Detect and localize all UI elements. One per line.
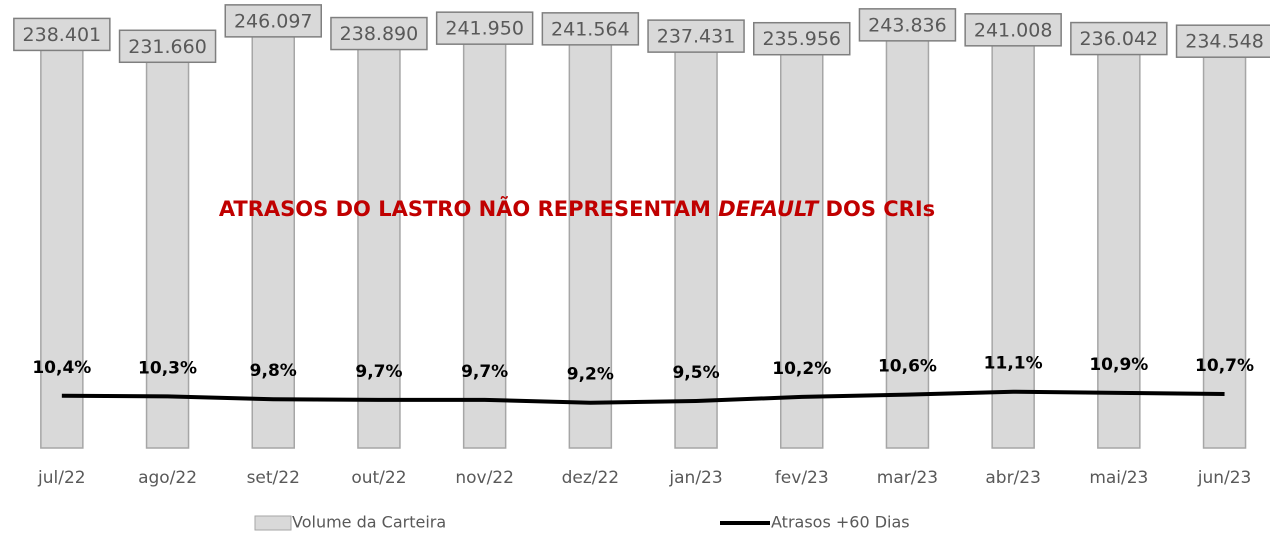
annotation-part: DEFAULT <box>718 197 820 221</box>
data-label: 231.660 <box>128 36 207 58</box>
bar <box>357 26 401 449</box>
x-tick-label: set/22 <box>247 468 300 488</box>
data-label: 237.431 <box>657 26 736 48</box>
legend-swatch <box>254 515 292 531</box>
data-label: 9,7% <box>355 362 402 382</box>
x-tick-label: mai/23 <box>1089 468 1148 488</box>
data-label: 241.564 <box>551 18 630 40</box>
x-tick-label: dez/22 <box>562 468 620 488</box>
bar <box>1202 34 1247 449</box>
data-label: 241.008 <box>974 19 1053 41</box>
data-label: 10,9% <box>1089 355 1148 375</box>
legend-label: Volume da Carteira <box>292 513 446 532</box>
bar <box>40 27 84 449</box>
legend-label: Atrasos +60 Dias <box>771 513 910 532</box>
data-label-box <box>330 16 428 51</box>
data-label: 10,3% <box>138 358 197 378</box>
data-label: 9,2% <box>567 365 614 385</box>
bar <box>251 14 295 449</box>
x-tick-label: out/22 <box>351 468 406 488</box>
data-label-box <box>647 19 745 53</box>
line <box>61 389 1225 405</box>
annotation-part: ATRASOS DO LASTRO NÃO REPRESENTAM <box>219 196 718 221</box>
data-label-box <box>753 21 851 56</box>
data-label-box <box>1175 24 1270 58</box>
data-label: 10,7% <box>1195 356 1254 376</box>
annotation-part: DOS CRIs <box>818 197 935 221</box>
data-label: 235.956 <box>762 28 841 50</box>
bar <box>780 31 824 449</box>
bar <box>568 22 613 449</box>
x-tick-label: fev/23 <box>775 468 829 488</box>
data-label: 10,2% <box>772 359 831 379</box>
data-label: 246.097 <box>234 10 313 32</box>
x-tick-label: ago/22 <box>138 468 197 488</box>
data-label-box <box>964 13 1062 47</box>
x-tick-label: jul/22 <box>37 468 86 488</box>
data-label: 10,4% <box>32 358 91 378</box>
bar <box>991 23 1035 449</box>
bar <box>1097 31 1141 449</box>
bar <box>885 18 930 449</box>
x-tick-label: abr/23 <box>985 468 1041 488</box>
data-label: 238.890 <box>340 23 419 45</box>
data-label: 236.042 <box>1080 28 1159 50</box>
data-label: 10,6% <box>878 357 937 377</box>
data-label-box <box>541 12 640 46</box>
data-label: 9,7% <box>461 362 508 382</box>
x-tick-label: mar/23 <box>877 468 938 488</box>
x-tick-label: jan/23 <box>668 468 722 488</box>
data-label: 241.950 <box>445 18 524 40</box>
x-tick-label: jun/23 <box>1197 468 1252 488</box>
bar <box>462 21 507 449</box>
data-label: 243.836 <box>868 14 947 36</box>
data-label: 9,5% <box>672 363 719 383</box>
bar <box>145 39 190 449</box>
data-label: 234.548 <box>1185 31 1264 53</box>
bar <box>674 29 718 449</box>
annotation: ATRASOS DO LASTRO NÃO REPRESENTAM DEFAUL… <box>219 196 935 221</box>
data-label-box <box>1070 21 1168 56</box>
x-tick-label: nov/22 <box>455 468 514 488</box>
data-label-box <box>13 17 111 52</box>
data-label-box <box>435 11 534 45</box>
data-label: 238.401 <box>23 24 102 46</box>
data-label: 9,8% <box>250 361 297 381</box>
data-label-box <box>224 4 322 38</box>
data-label: 11,1% <box>984 354 1043 374</box>
data-label-box <box>858 8 957 42</box>
data-label-box <box>118 29 217 64</box>
